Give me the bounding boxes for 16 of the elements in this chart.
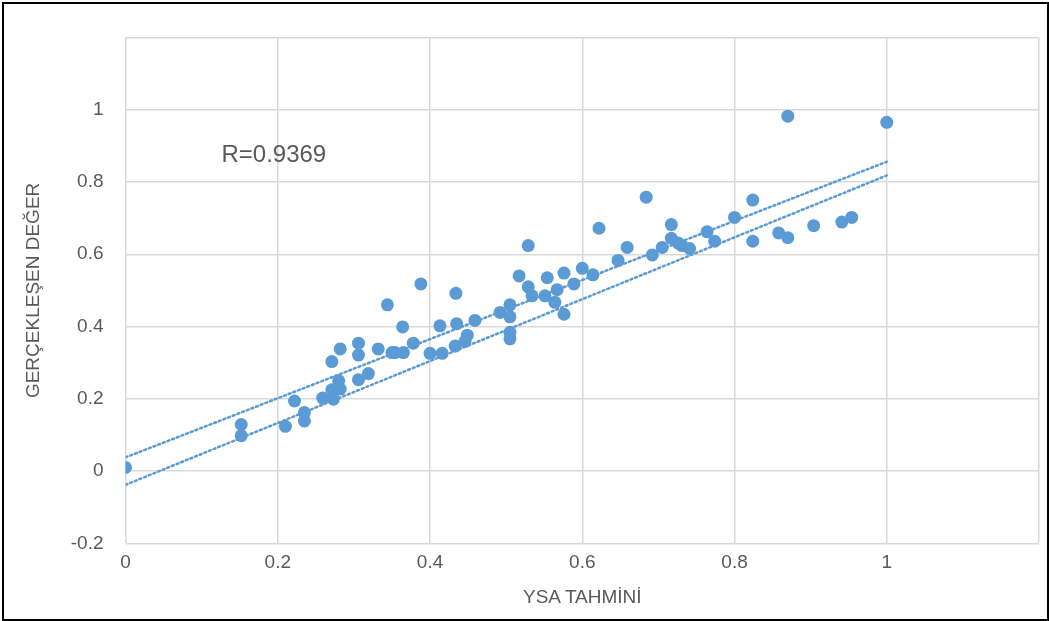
x-tick-label: 0.4 [416, 551, 444, 573]
x-tick-label: 0.6 [569, 551, 596, 573]
y-tick-label: 0.8 [77, 170, 104, 192]
annotation: R=0.9369 [221, 140, 327, 168]
y-tick-label: 0 [92, 459, 104, 481]
y-tick-label: 0.2 [77, 387, 104, 409]
y-tick-label: 0.6 [77, 242, 104, 264]
y-tick-label: -0.2 [70, 531, 104, 553]
y-tick-label: 0.4 [77, 314, 104, 336]
x-tick-label: 0.2 [264, 551, 291, 573]
x-axis-title: YSA TAHMİNİ [522, 585, 642, 607]
y-tick-label: 1 [92, 97, 104, 119]
x-tick-label: 1 [881, 551, 893, 573]
y-axis-title: GERÇEKLEŞEN DEĞER [21, 182, 43, 399]
x-tick-label: 0 [120, 551, 131, 573]
x-tick-label: 0.8 [721, 551, 748, 573]
